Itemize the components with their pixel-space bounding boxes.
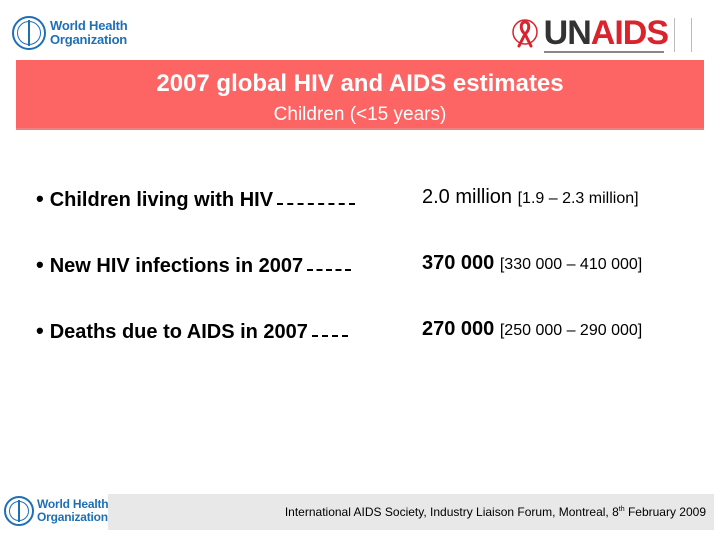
who-name-line1: World Health	[37, 497, 109, 511]
estimate-row-new-infections: • New HIV infections in 2007 370 000 [33…	[36, 252, 706, 278]
who-wordmark: World Health Organization	[50, 19, 128, 47]
estimate-row-deaths: • Deaths due to AIDS in 2007 270 000 [25…	[36, 318, 706, 344]
who-wordmark: World Health Organization	[37, 497, 109, 524]
footer-date: February 2009	[624, 505, 706, 519]
who-emblem-icon	[12, 16, 46, 50]
title-banner: 2007 global HIV and AIDS estimates Child…	[16, 60, 704, 130]
dotted-leader	[311, 335, 348, 337]
estimate-range: [330 000 – 410 000]	[499, 256, 643, 273]
estimate-number: 270 000	[422, 318, 495, 340]
unaids-cosponsors	[674, 18, 704, 52]
estimate-value: 270 000 [250 000 – 290 000]	[422, 318, 642, 341]
dotted-leader	[307, 269, 352, 271]
who-emblem-icon	[4, 496, 34, 526]
estimate-value: 2.0 million [1.9 – 2.3 million]	[422, 186, 639, 209]
estimate-range: [1.9 – 2.3 million]	[517, 190, 639, 207]
footer-superscript: th	[618, 506, 625, 513]
unaids-aids: AIDS	[590, 14, 669, 52]
estimate-value: 370 000 [330 000 – 410 000]	[422, 252, 642, 275]
estimate-label: New HIV infections in 2007	[49, 255, 304, 277]
estimate-row-living: • Children living with HIV 2.0 million […	[36, 186, 706, 212]
bullet-icon: •	[36, 186, 44, 211]
unaids-logo: UNAIDS	[511, 14, 704, 53]
who-name-line1: World Health	[50, 18, 128, 33]
unaids-wordmark: UNAIDS	[543, 14, 669, 52]
slide-subtitle: Children (<15 years)	[273, 104, 447, 125]
unaids-un: UN	[543, 14, 592, 52]
estimate-number: 370 000	[422, 252, 495, 274]
who-logo-bottom: World Health Organization	[4, 496, 109, 526]
footer-text: International AIDS Society, Industry Lia…	[285, 505, 706, 519]
estimate-range: [250 000 – 290 000]	[499, 322, 643, 339]
footer-bar: International AIDS Society, Industry Lia…	[108, 494, 714, 530]
dotted-leader	[277, 203, 356, 205]
red-ribbon-icon	[511, 18, 538, 52]
who-name-line2: Organization	[50, 32, 128, 47]
footer-event: International AIDS Society, Industry Lia…	[284, 505, 619, 519]
bullet-icon: •	[36, 318, 44, 343]
estimate-number: 2.0 million	[422, 186, 513, 208]
bullet-icon: •	[36, 252, 44, 277]
unaids-divider	[543, 51, 664, 53]
estimate-label: Deaths due to AIDS in 2007	[49, 321, 308, 343]
slide-title: 2007 global HIV and AIDS estimates	[156, 70, 564, 97]
who-name-line2: Organization	[37, 510, 108, 524]
who-logo-top: World Health Organization	[12, 16, 128, 50]
estimate-label: Children living with HIV	[49, 189, 274, 211]
